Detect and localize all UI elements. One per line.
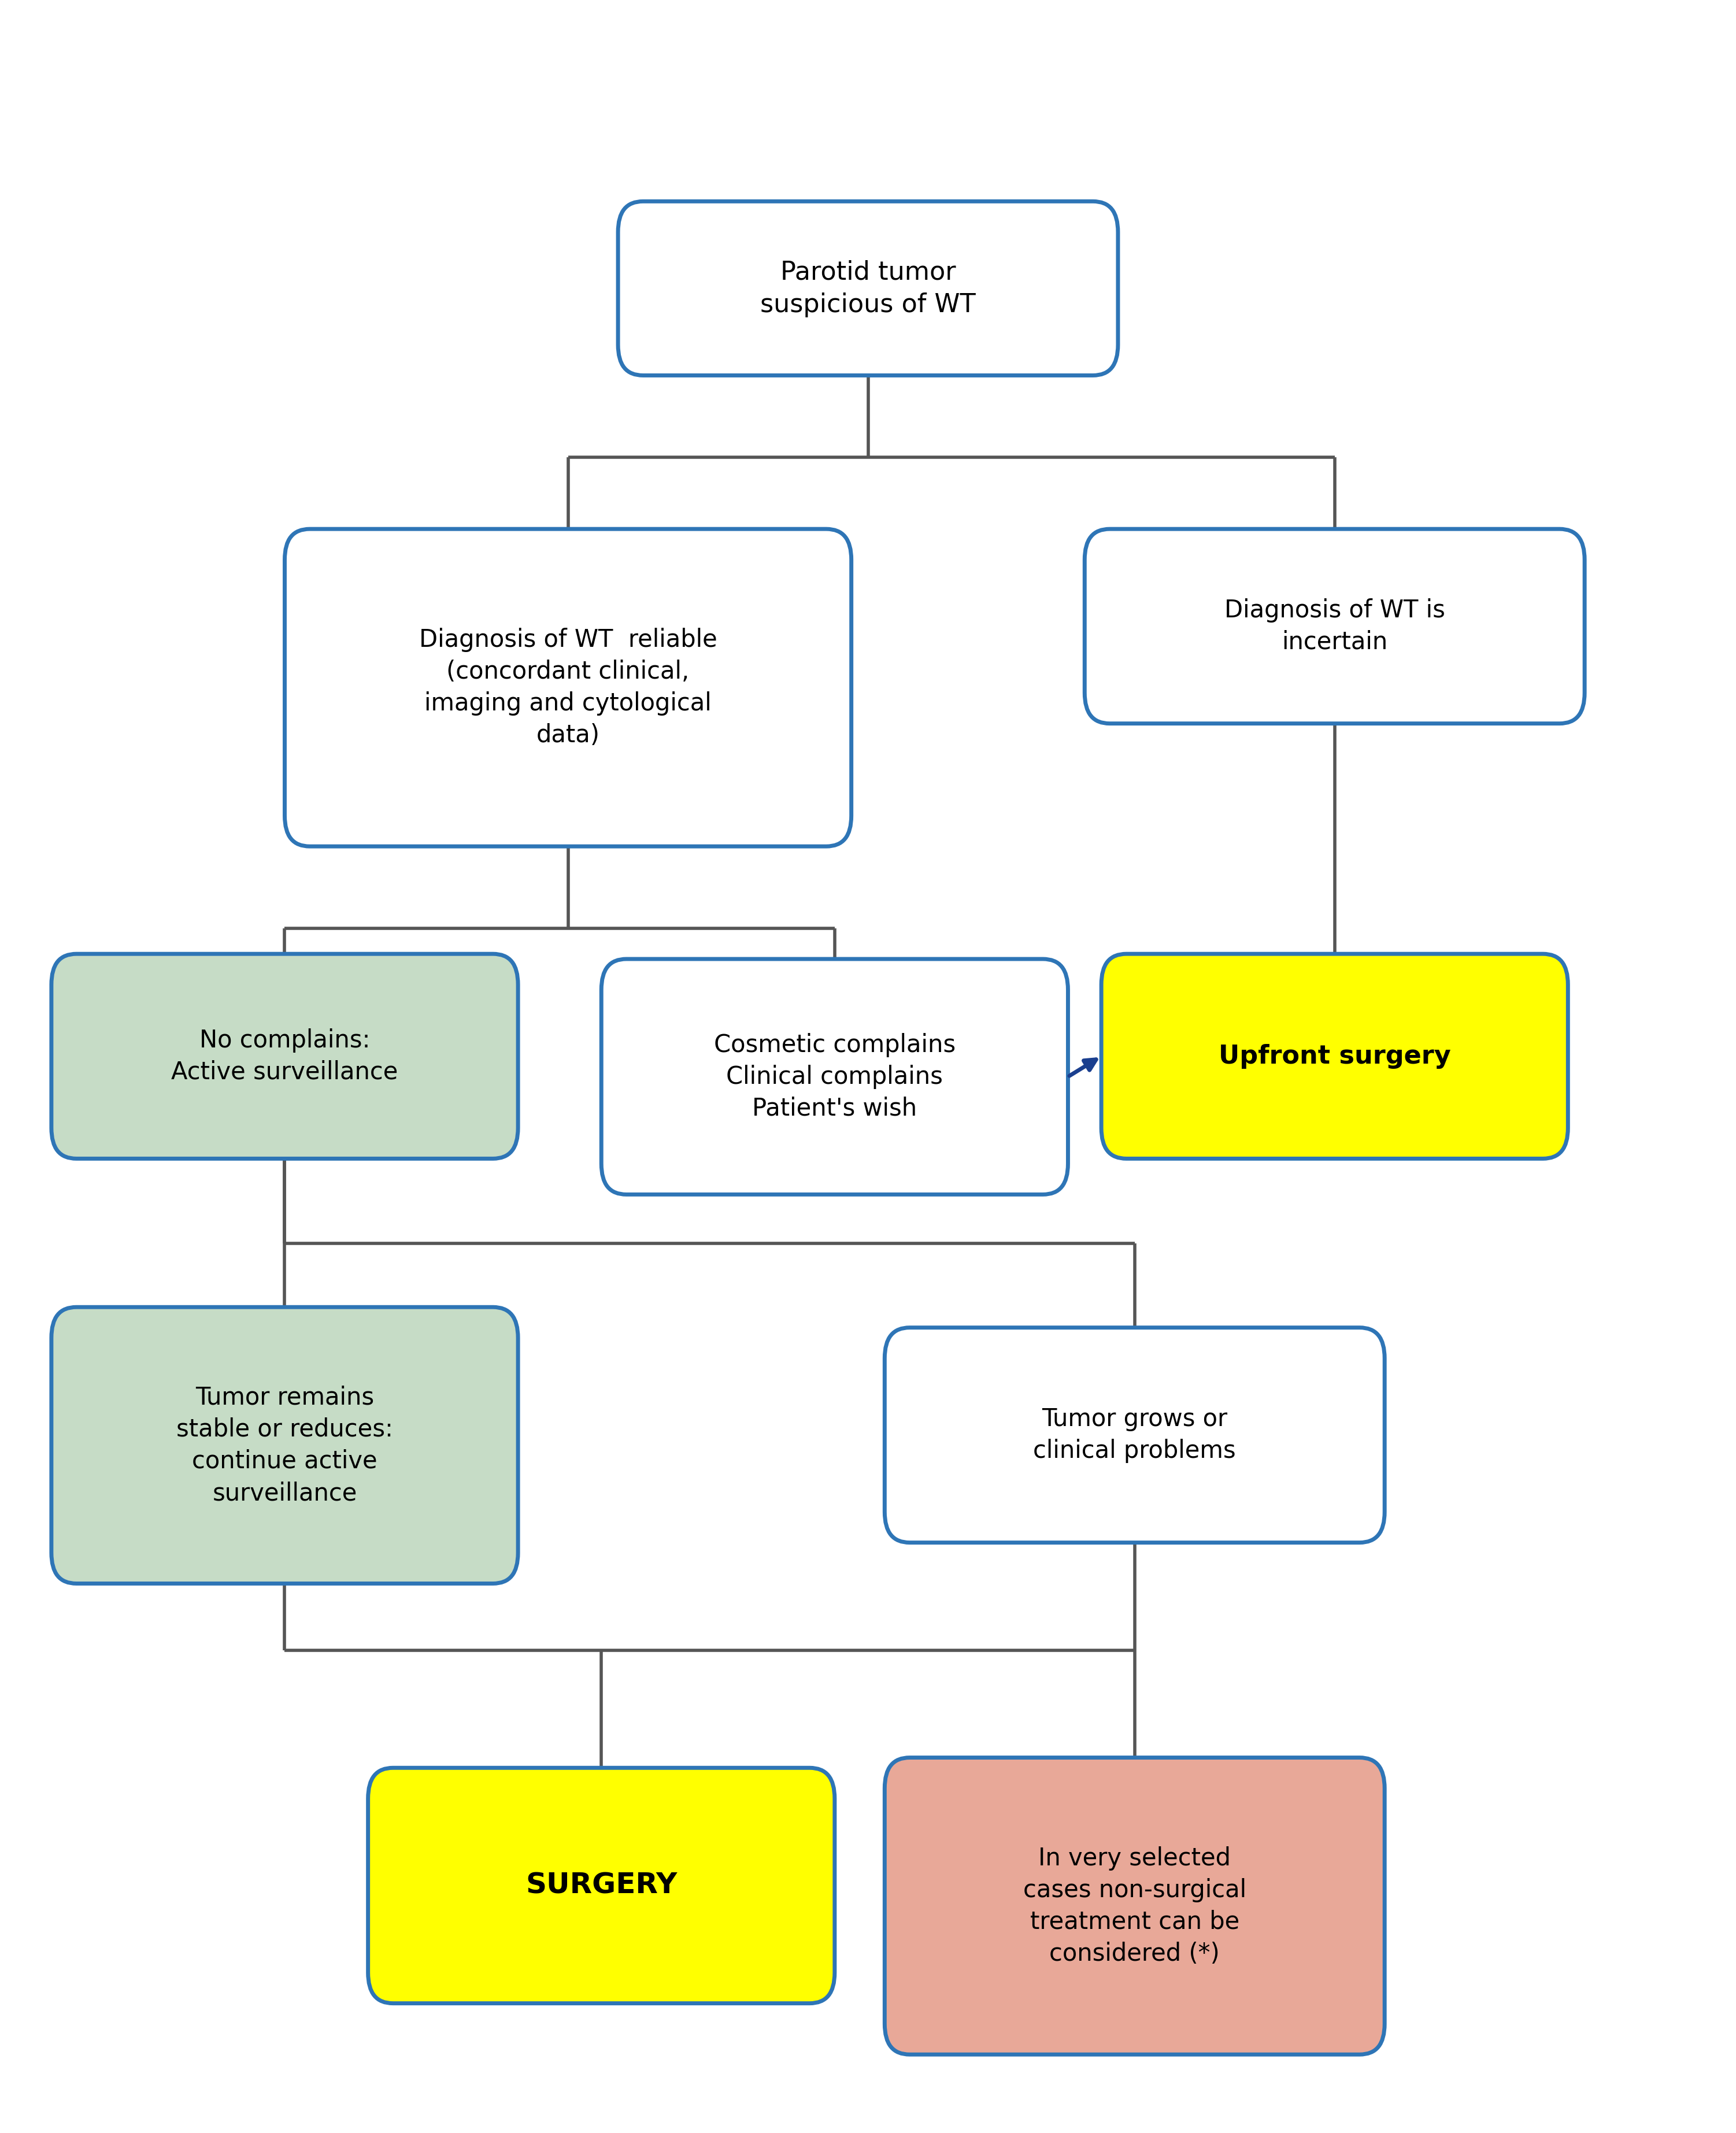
FancyBboxPatch shape [885,1327,1385,1542]
Text: SURGERY: SURGERY [526,1871,677,1901]
FancyBboxPatch shape [885,1758,1385,2054]
FancyBboxPatch shape [52,953,517,1158]
FancyBboxPatch shape [618,201,1118,375]
FancyBboxPatch shape [1101,953,1568,1158]
FancyBboxPatch shape [368,1768,835,2003]
Text: Diagnosis of WT is
incertain: Diagnosis of WT is incertain [1224,597,1444,655]
FancyBboxPatch shape [601,960,1068,1194]
Text: Diagnosis of WT  reliable
(concordant clinical,
imaging and cytological
data): Diagnosis of WT reliable (concordant cli… [418,627,717,749]
Text: Cosmetic complains
Clinical complains
Patient's wish: Cosmetic complains Clinical complains Pa… [713,1032,955,1120]
Text: No complains:
Active surveillance: No complains: Active surveillance [172,1028,398,1084]
Text: Tumor remains
stable or reduces:
continue active
surveillance: Tumor remains stable or reduces: continu… [177,1384,392,1506]
Text: Upfront surgery: Upfront surgery [1219,1043,1451,1069]
Text: In very selected
cases non-surgical
treatment can be
considered (*): In very selected cases non-surgical trea… [1023,1845,1246,1967]
FancyBboxPatch shape [52,1308,517,1583]
FancyBboxPatch shape [285,529,851,847]
Text: Tumor grows or
clinical problems: Tumor grows or clinical problems [1033,1408,1236,1463]
FancyBboxPatch shape [1085,529,1585,723]
Text: Parotid tumor
suspicious of WT: Parotid tumor suspicious of WT [760,260,976,318]
